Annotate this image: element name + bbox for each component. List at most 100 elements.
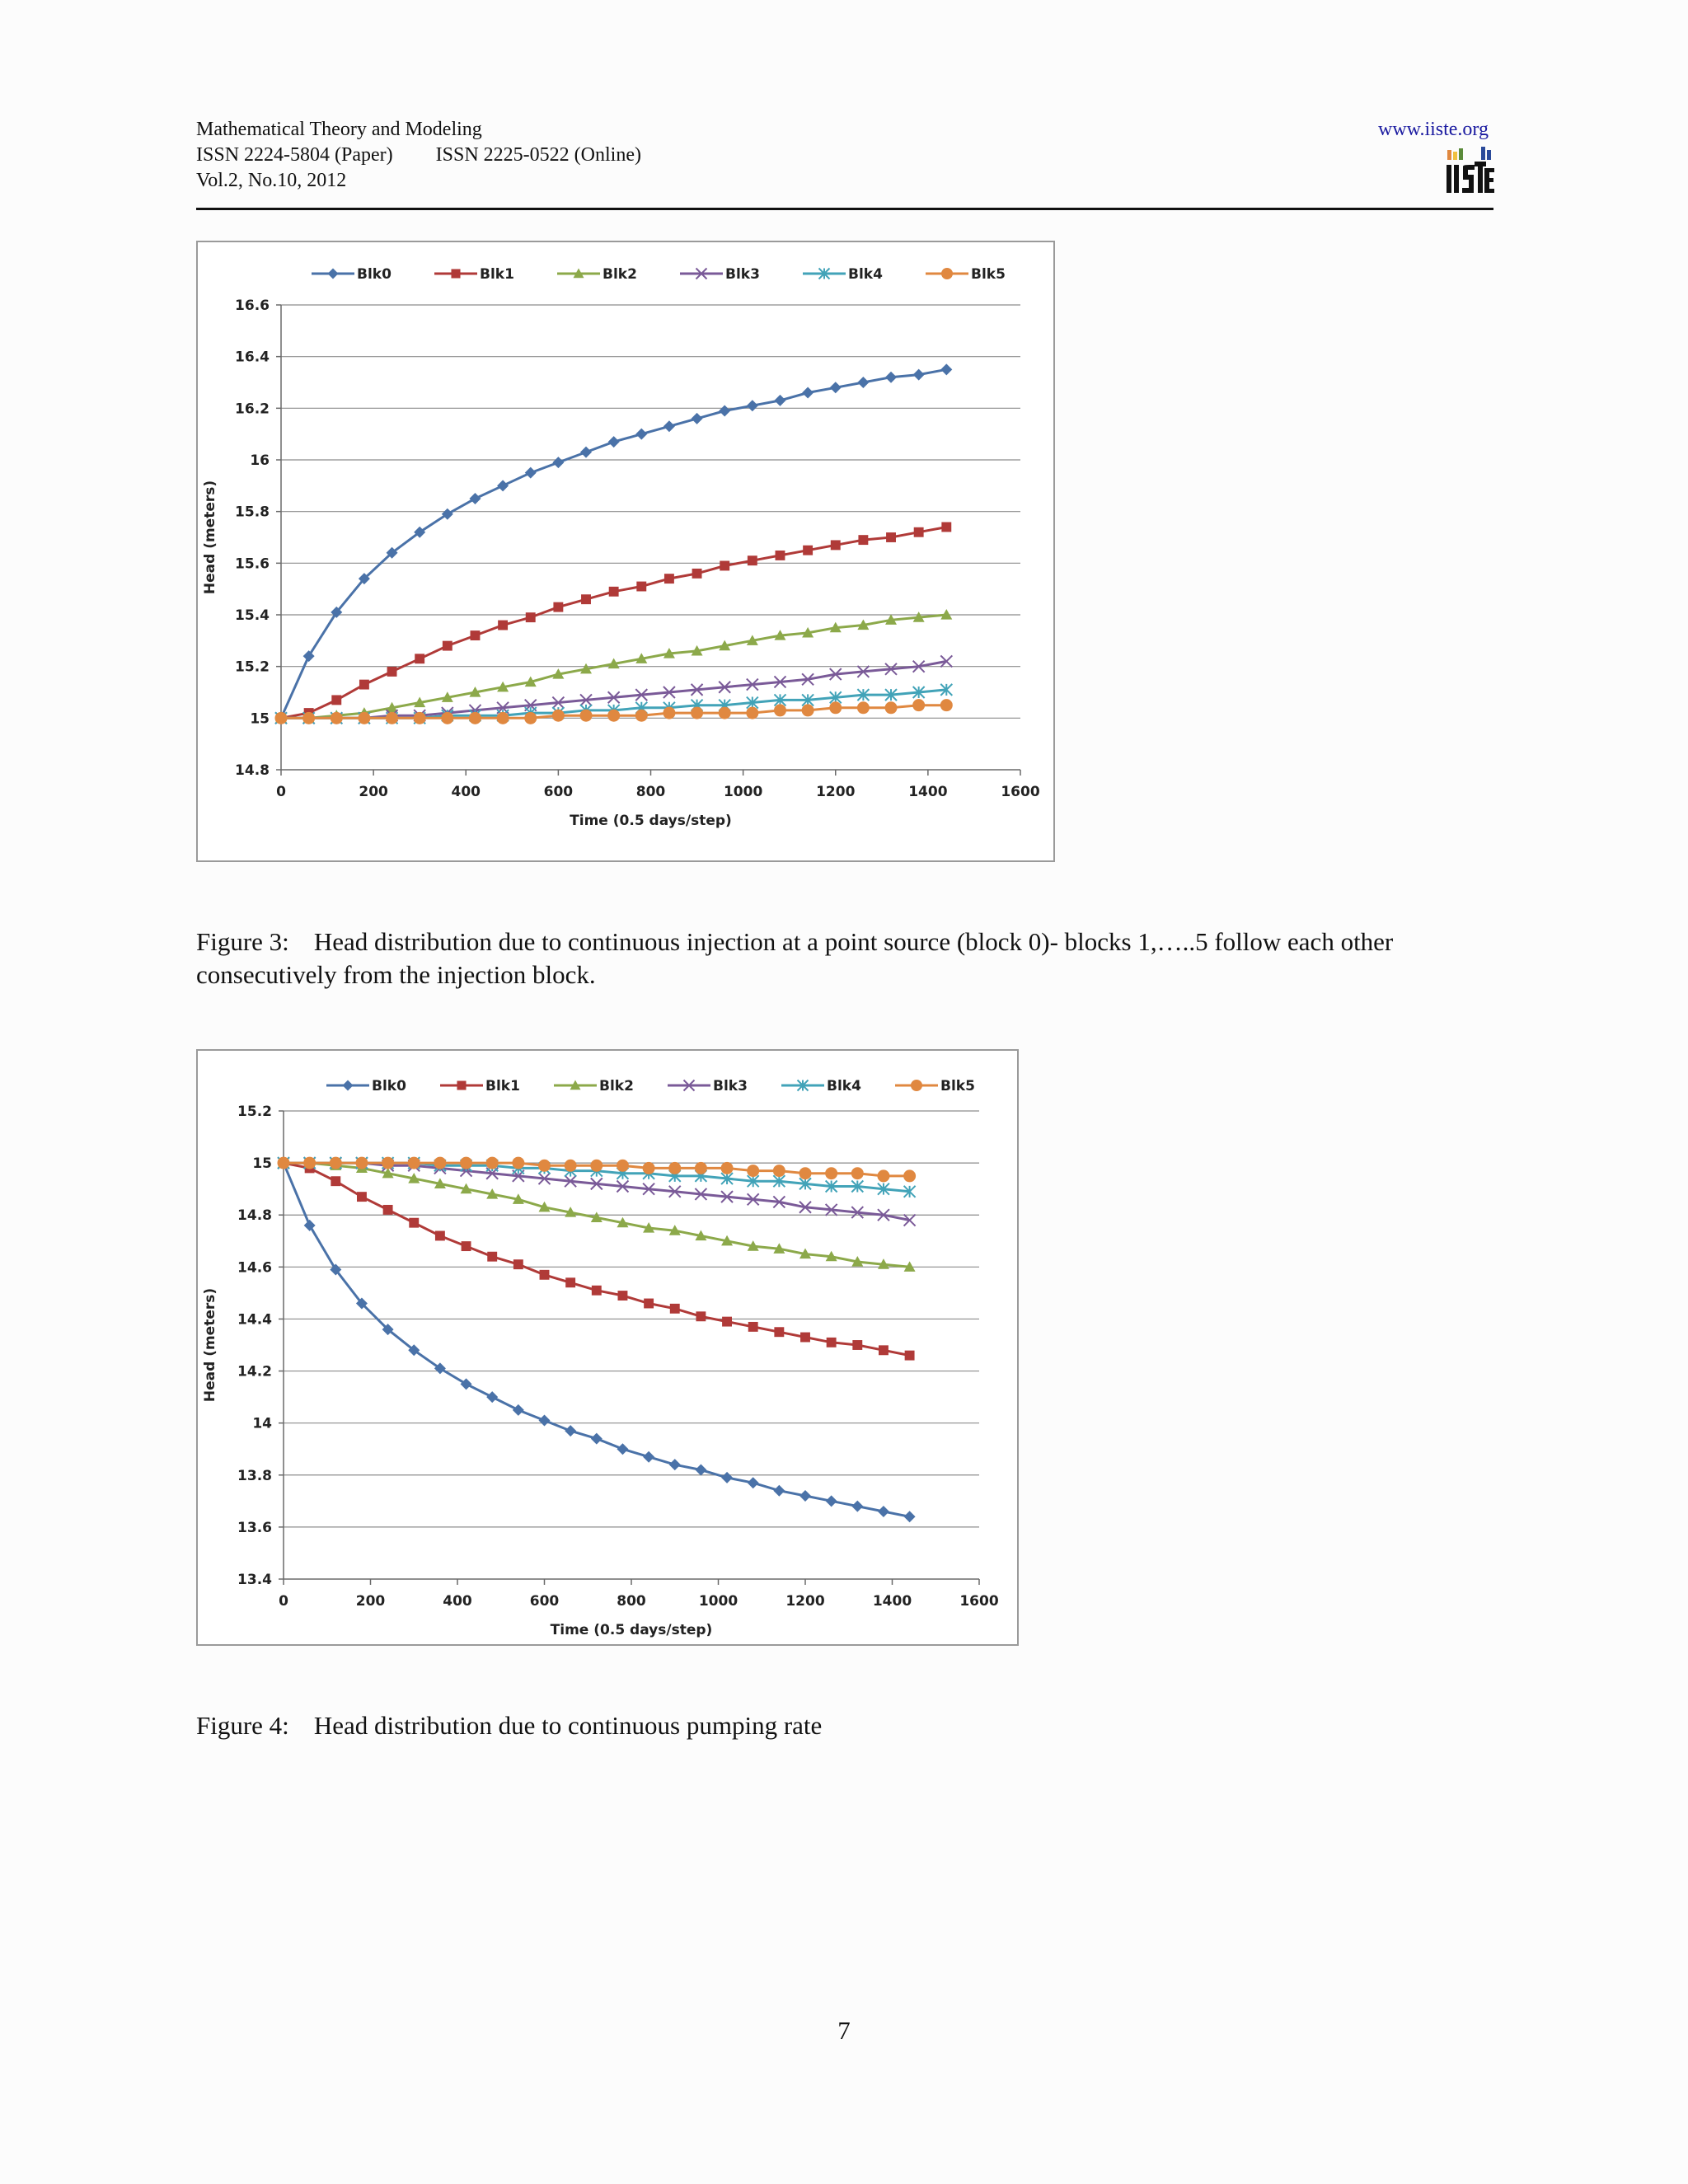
chart1-point-blk5 xyxy=(856,701,870,715)
chart1-x-tick-label: 0 xyxy=(276,784,286,800)
chart1-point-blk3 xyxy=(579,693,593,707)
chart2-point-blk5 xyxy=(538,1159,551,1172)
chart2-point-blk0 xyxy=(825,1495,837,1507)
chart1-point-blk0 xyxy=(774,394,786,406)
chart1-point-blk4 xyxy=(940,683,954,696)
chart2-y-tick-label: 15.2 xyxy=(237,1104,272,1120)
chart2-series-blk0 xyxy=(278,1157,916,1523)
figure-3-chart: 14.8 15 15.2 15.4 15.6 15.8 16 16.2 16.4 16.6 0 200… xyxy=(196,241,1055,862)
chart2-point-blk1 xyxy=(904,1350,915,1361)
chart1-point-blk5 xyxy=(302,711,316,724)
chart2-point-blk0 xyxy=(799,1490,811,1502)
chart1-point-blk0 xyxy=(635,428,648,440)
chart1-point-blk2 xyxy=(719,640,731,651)
chart1-y-tick-label: 14.8 xyxy=(235,762,270,779)
chart2-x-tick-label: 1200 xyxy=(785,1593,824,1610)
chart1-point-blk5 xyxy=(524,711,537,724)
chart1-point-blk1 xyxy=(359,679,369,690)
chart1-y-tick-label: 16.2 xyxy=(235,401,270,417)
chart2-point-blk1 xyxy=(591,1285,602,1296)
chart1-point-blk1 xyxy=(581,594,591,605)
chart2-point-blk5 xyxy=(382,1156,395,1169)
chart2-point-blk0 xyxy=(695,1464,707,1476)
chart1-point-blk1 xyxy=(442,640,452,651)
chart2-point-blk1 xyxy=(382,1204,393,1215)
chart2-point-blk2 xyxy=(747,1240,759,1251)
chart1-y-tick-label: 16.4 xyxy=(235,349,270,366)
chart2-legend-marker-blk3 xyxy=(682,1079,696,1092)
chart1-point-blk3 xyxy=(773,675,787,689)
chart2-point-blk1 xyxy=(800,1332,810,1343)
chart1-x-tick-label: 1000 xyxy=(724,784,762,800)
chart2-point-blk0 xyxy=(773,1484,785,1497)
chart2-point-blk1 xyxy=(826,1337,837,1347)
chart2-point-blk0 xyxy=(590,1432,603,1445)
chart1-point-blk0 xyxy=(802,387,814,399)
chart1-point-blk5 xyxy=(829,701,842,715)
chart1-point-blk0 xyxy=(469,493,481,504)
chart2-x-tick-label: 1400 xyxy=(873,1593,912,1610)
chart2-point-blk1 xyxy=(879,1345,889,1356)
chart1-legend-marker-blk3 xyxy=(695,267,708,280)
chart2-point-blk3 xyxy=(824,1203,838,1216)
chart2-point-blk1 xyxy=(617,1291,628,1301)
chart2-x-tick-label: 200 xyxy=(356,1593,386,1610)
chart2-series-blk5 xyxy=(277,1156,917,1183)
chart1-point-blk3 xyxy=(940,654,954,668)
chart1-point-blk1 xyxy=(830,540,841,551)
figure-4-caption: Figure 4: Head distribution due to contin… xyxy=(196,1709,1495,1742)
chart2-point-blk0 xyxy=(903,1511,916,1523)
chart2-line-blk1 xyxy=(283,1161,910,1357)
journal-url-link[interactable]: www.iiste.org xyxy=(1378,119,1489,140)
chart1-point-blk1 xyxy=(692,568,702,579)
chart1-point-blk0 xyxy=(607,436,620,448)
chart-pumping-head-distribution: 13.4 13.6 13.8 14 14.2 14.4 14.6 14.8 15 15.2 0 200… xyxy=(202,1078,999,1638)
chart2-point-blk0 xyxy=(643,1451,655,1463)
chart2-x-tick-label: 1600 xyxy=(959,1593,998,1610)
chart1-x-tick-label: 200 xyxy=(359,784,388,800)
chart1-y-tick-label: 15.4 xyxy=(235,607,270,624)
chart1-point-blk0 xyxy=(524,466,537,479)
chart-injection-head-distribution: 14.8 15 15.2 15.4 15.6 15.8 16 16.2 16.4 16.6 0 200… xyxy=(202,266,1040,829)
chart2-point-blk0 xyxy=(538,1414,551,1427)
chart2-point-blk5 xyxy=(825,1167,838,1180)
page-number: 7 xyxy=(837,2016,851,2045)
chart2-point-blk3 xyxy=(616,1179,630,1193)
chart1-legend-marker-blk5 xyxy=(941,268,953,279)
chart1-point-blk0 xyxy=(719,405,731,417)
chart2-x-tick-label: 400 xyxy=(443,1593,472,1610)
chart2-point-blk3 xyxy=(537,1172,551,1185)
iiste-logo xyxy=(1447,147,1494,193)
chart2-point-blk1 xyxy=(644,1298,654,1309)
chart1-point-blk2 xyxy=(552,668,565,679)
chart2-x-tick-label: 600 xyxy=(530,1593,560,1610)
chart1-point-blk0 xyxy=(857,377,870,388)
chart1-point-blk4 xyxy=(884,688,898,701)
chart2-point-blk5 xyxy=(485,1156,499,1169)
chart2-point-blk5 xyxy=(460,1156,473,1169)
chart2-point-blk1 xyxy=(409,1217,420,1228)
chart2-point-blk1 xyxy=(748,1321,758,1332)
chart2-point-blk5 xyxy=(616,1159,629,1172)
chart1-point-blk2 xyxy=(912,612,925,622)
chart2-y-tick-label: 14.6 xyxy=(237,1259,272,1276)
chart2-point-blk2 xyxy=(408,1173,420,1183)
chart1-legend-marker-blk4 xyxy=(818,267,831,280)
chart2-point-blk3 xyxy=(772,1195,786,1209)
chart2-point-blk1 xyxy=(565,1277,576,1288)
chart1-point-blk1 xyxy=(747,555,757,566)
chart2-point-blk2 xyxy=(799,1248,811,1259)
chart1-point-blk1 xyxy=(663,574,674,584)
chart2-point-blk4 xyxy=(746,1174,760,1188)
chart2-point-blk2 xyxy=(512,1193,524,1204)
chart2-point-blk1 xyxy=(487,1251,498,1262)
chart2-point-blk1 xyxy=(722,1316,732,1327)
chart1-point-blk5 xyxy=(691,706,704,719)
chart1-legend-label-blk5: Blk5 xyxy=(971,266,1006,283)
chart1-point-blk2 xyxy=(940,609,953,620)
chart1-legend: Blk0 Blk1 Blk2 Blk3 Blk4 Blk5 xyxy=(312,266,1006,283)
chart2-x-tick-label: 800 xyxy=(617,1593,646,1610)
chart2-point-blk4 xyxy=(851,1179,865,1193)
chart1-point-blk2 xyxy=(607,658,620,669)
chart2-point-blk3 xyxy=(720,1190,734,1203)
